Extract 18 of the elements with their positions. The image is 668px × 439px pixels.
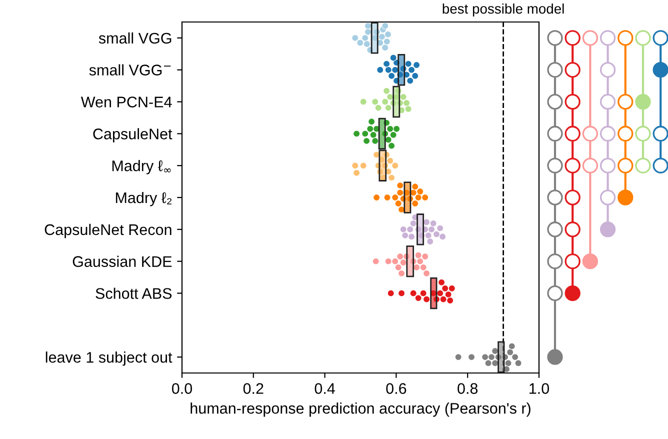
y-tick-label: CapsuleNet Recon [44, 224, 172, 238]
y-tick-label: Schott ABS [96, 288, 172, 299]
x-tick-label: 0.8 [458, 383, 478, 394]
x-tick-label: 1.0 [530, 383, 550, 394]
x-tick-label: 0.0 [172, 383, 192, 394]
y-tick-label: small VGG [98, 32, 172, 44]
y-tick-label: small VGG$^{−}$ [89, 64, 171, 76]
x-tick-label: 0.4 [314, 383, 335, 394]
x-tick-label: 0.6 [386, 383, 406, 394]
y-tick-label: leave 1 subject out [46, 352, 172, 366]
y-tick-label: Wen PCN-E4 [80, 96, 172, 108]
y-tick-label: Madry ℓ$_{∞}$ [112, 160, 171, 174]
ref-line-label: best possible model [442, 3, 564, 16]
y-tick-label: Gaussian KDE [72, 256, 172, 268]
x-tick-label: 0.2 [243, 383, 264, 394]
x-axis-title: human-response prediction accuracy (Pearson's r) [190, 402, 530, 417]
y-tick-label: CapsuleNet [93, 128, 172, 142]
y-tick-label: Madry ℓ₂ [116, 192, 172, 206]
